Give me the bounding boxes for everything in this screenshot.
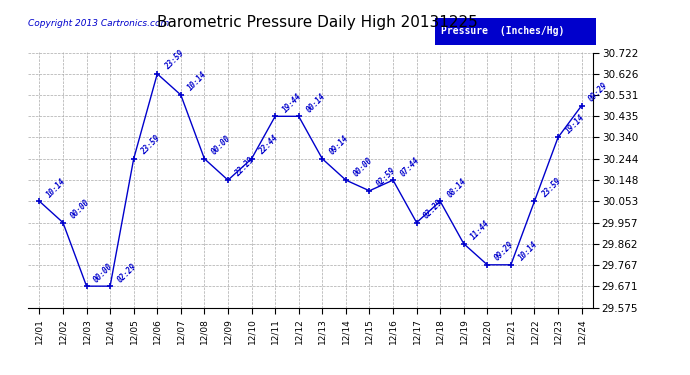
Text: 19:44: 19:44 [281,92,304,114]
Text: 23:59: 23:59 [163,49,186,72]
Text: 00:00: 00:00 [351,155,374,178]
Text: 22:29: 22:29 [233,155,256,178]
Text: Pressure  (Inches/Hg): Pressure (Inches/Hg) [441,26,564,36]
Text: 10:14: 10:14 [186,70,209,93]
Text: 02:59: 02:59 [375,166,397,189]
Text: 11:44: 11:44 [469,219,492,242]
Text: 23:59: 23:59 [139,134,162,157]
Text: 09:29: 09:29 [587,81,610,104]
Text: 10:14: 10:14 [45,176,68,199]
Text: 02:29: 02:29 [116,261,139,284]
Text: 00:00: 00:00 [210,134,233,157]
Text: 00:00: 00:00 [92,261,115,284]
Text: 22:44: 22:44 [257,134,280,157]
Text: 19:14: 19:14 [564,112,586,135]
Text: 08:14: 08:14 [446,176,469,199]
Text: 07:44: 07:44 [399,155,422,178]
Text: 00:14: 00:14 [304,92,327,114]
Text: 00:00: 00:00 [68,198,91,220]
Text: 10:14: 10:14 [516,240,539,262]
Text: 09:14: 09:14 [328,134,351,157]
FancyBboxPatch shape [435,18,596,45]
Text: 23:59: 23:59 [540,176,563,199]
Text: 02:29: 02:29 [422,198,445,220]
Text: Barometric Pressure Daily High 20131225: Barometric Pressure Daily High 20131225 [157,15,477,30]
Text: 09:29: 09:29 [493,240,515,262]
Text: Copyright 2013 Cartronics.com: Copyright 2013 Cartronics.com [28,20,169,28]
